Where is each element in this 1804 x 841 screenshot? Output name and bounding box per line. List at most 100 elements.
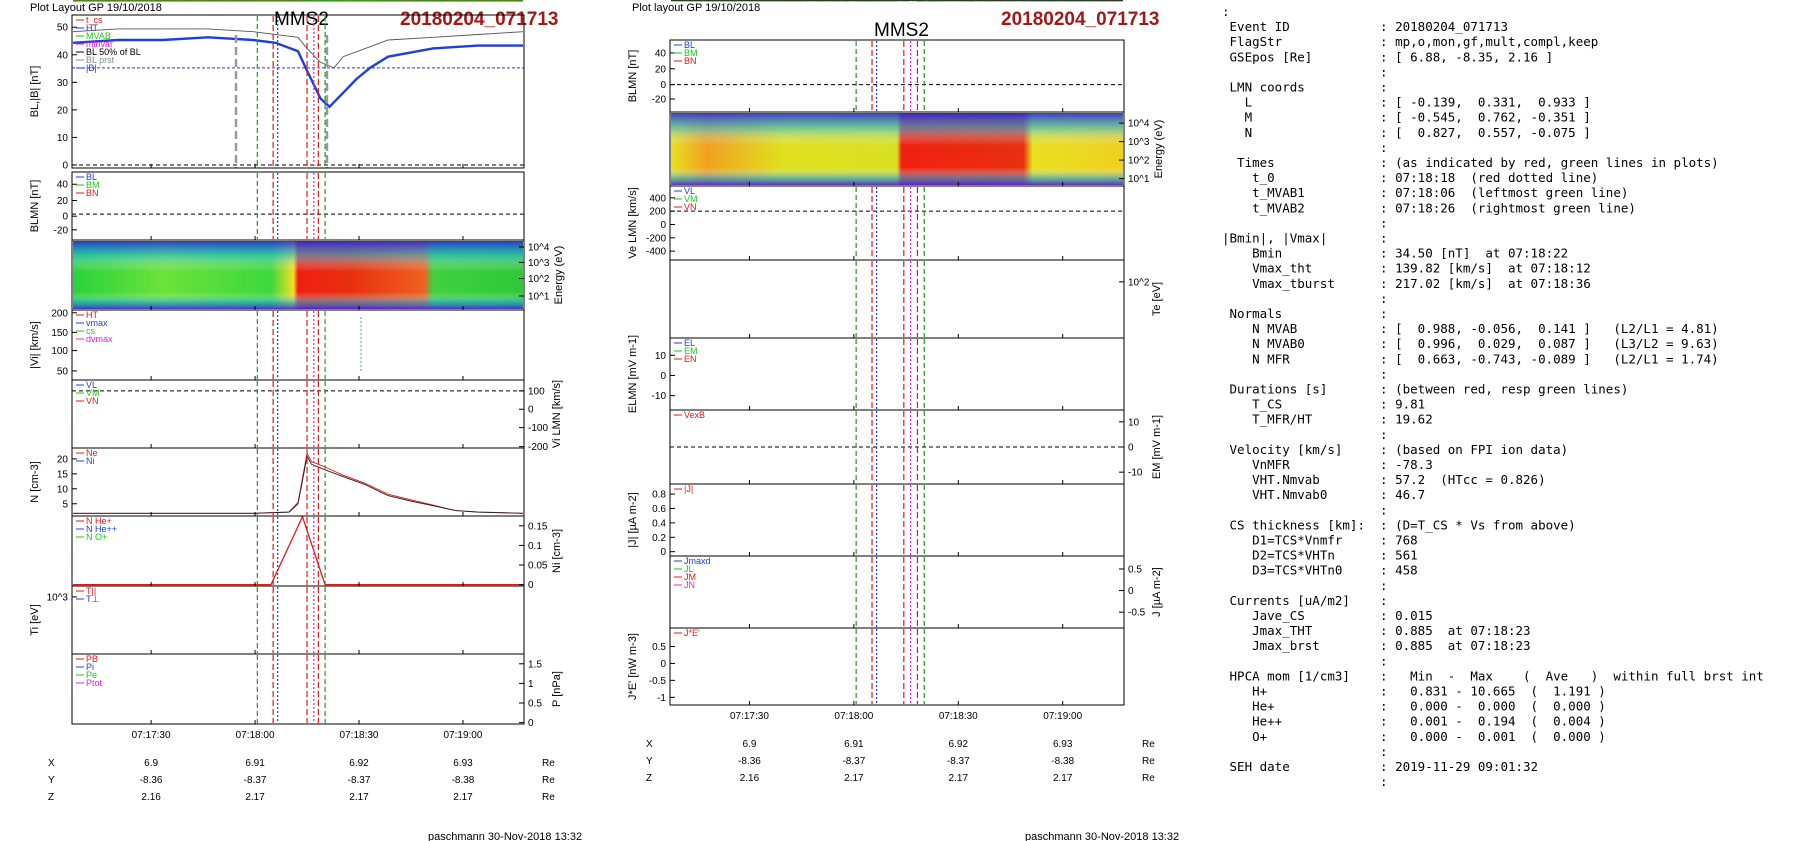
- legend-entry: BM: [684, 48, 698, 58]
- info-line: Velocity [km/s] : (based on FPI ion data…: [1222, 442, 1568, 457]
- panel-frame-M1: [669, 39, 1125, 113]
- ytick-label: 10^3: [1128, 137, 1150, 148]
- spectrogram-shade-L3: [73, 241, 523, 309]
- legend-entry: EL: [684, 338, 695, 348]
- ytick-label: 50: [57, 366, 69, 377]
- panel-frame-L5: [71, 379, 525, 449]
- pos-unit: Re: [1142, 773, 1155, 784]
- ytick-label: -1: [657, 693, 666, 704]
- ylabel-L2: BLMN [nT]: [29, 180, 41, 233]
- ytick-label: 10: [57, 484, 69, 495]
- ytick-label: 0: [528, 580, 534, 591]
- ytick-label: 0: [62, 160, 68, 171]
- ytick-label: 20: [57, 196, 69, 207]
- legend-entry: JM: [684, 572, 696, 582]
- legend-entry: vmax: [86, 318, 108, 328]
- ylabel-L1: BL,|B| [nT]: [29, 66, 41, 118]
- ytick-label: 0: [660, 80, 666, 91]
- info-line: :: [1222, 4, 1230, 19]
- info-line: VHT.Nmvab0 : 46.7: [1222, 487, 1425, 502]
- info-line: :: [1222, 653, 1388, 668]
- ytick-label: -200: [528, 442, 548, 453]
- panel-frame-L4: [71, 309, 525, 381]
- ylabel-L6: N [cm-3]: [29, 461, 41, 503]
- info-line: N MVAB0 : [ 0.996, 0.029, 0.087 ] (L3/L2…: [1222, 336, 1719, 351]
- pos-value: 6.93: [1053, 739, 1073, 750]
- time-tick-label: 07:18:00: [236, 730, 275, 741]
- ytick-label: 0: [1128, 586, 1134, 597]
- info-line: Currents [uA/m2] :: [1222, 593, 1388, 608]
- time-tick-label: 07:19:00: [444, 730, 483, 741]
- legend-entry: t_cs: [86, 15, 103, 25]
- legend-entry: PB: [86, 654, 98, 664]
- panel-frame-L1: [71, 14, 525, 169]
- ytick-label: 10: [655, 351, 667, 362]
- info-line: t_0 : 07:18:18 (red dotted line): [1222, 170, 1598, 185]
- info-line: |Bmin|, |Vmax| :: [1222, 231, 1388, 246]
- ytick-label: 0.05: [528, 561, 548, 572]
- ylabel-M1: BLMN [nT]: [627, 50, 639, 103]
- left-spacecraft-title: MMS2: [274, 9, 329, 30]
- ytick-label: 20: [57, 454, 69, 465]
- mid-layout-label: Plot layout GP 19/10/2018: [632, 2, 760, 14]
- series-BL: [72, 36, 523, 109]
- info-line: Jave_CS : 0.015: [1222, 608, 1433, 623]
- series-J: [671, 0, 1123, 2]
- pos-value: 6.92: [949, 739, 969, 750]
- time-tick-label: 07:17:30: [730, 711, 769, 722]
- info-line: :: [1222, 774, 1388, 789]
- legend-entry: Ne: [86, 448, 98, 458]
- info-line: :: [1222, 215, 1388, 230]
- ytick-label: 10^2: [1128, 156, 1150, 167]
- mid-footer: paschmann 30-Nov-2018 13:32: [1025, 831, 1179, 841]
- pos-value: 6.91: [245, 758, 265, 769]
- info-line: :: [1222, 427, 1388, 442]
- ytick-label: 0: [660, 547, 666, 558]
- info-line: N : [ 0.827, 0.557, -0.075 ]: [1222, 125, 1591, 140]
- info-line: HPCA mom [1/cm3] : Min - Max ( Ave ) wit…: [1222, 668, 1764, 683]
- ytick-label: -0.5: [649, 676, 667, 687]
- time-tick-label: 07:17:30: [132, 730, 171, 741]
- ytick-label: 20: [57, 105, 69, 116]
- series-He++: [73, 514, 523, 586]
- info-line: Jmax_THT : 0.885 at 07:18:23: [1222, 623, 1531, 638]
- ytick-label: 10^2: [1128, 277, 1150, 288]
- ytick-label: 1: [528, 679, 534, 690]
- info-line: :: [1222, 578, 1388, 593]
- pos-unit: Re: [1142, 739, 1155, 750]
- ytick-label: 10: [57, 133, 69, 144]
- info-line: VnMFR : -78.3: [1222, 457, 1433, 472]
- ytick-label: -200: [646, 233, 666, 244]
- ylabel-L9: P [nPa]: [551, 671, 563, 707]
- info-line: Times : (as indicated by red, green line…: [1222, 155, 1719, 170]
- info-line: Event ID : 20180204_071713: [1222, 19, 1508, 34]
- ytick-label: 20: [655, 64, 667, 75]
- ytick-label: 15: [57, 469, 69, 480]
- ytick-label: -10: [1128, 468, 1143, 479]
- time-tick-label: 07:18:00: [834, 711, 873, 722]
- legend-entry: |J|: [684, 484, 693, 494]
- pos-value: 6.9: [144, 758, 158, 769]
- ytick-label: 10^4: [528, 243, 550, 254]
- legend-entry: Ni: [86, 456, 95, 466]
- pos-unit: Re: [542, 758, 555, 769]
- info-line: D3=TCS*VHTn0 : 458: [1222, 563, 1418, 578]
- ylabel-M6: EM [mV m-1]: [1151, 415, 1163, 479]
- legend-entry: T||: [86, 586, 96, 596]
- pos-row-label: Y: [646, 756, 653, 767]
- info-line: Vmax_tburst : 217.02 [km/s] at 07:18:36: [1222, 276, 1591, 291]
- legend-entry: cs: [86, 326, 96, 336]
- ytick-label: -20: [652, 95, 667, 106]
- pos-value: -8.37: [842, 756, 865, 767]
- ytick-label: -0.5: [1128, 608, 1146, 619]
- pos-value: 6.93: [453, 758, 473, 769]
- pos-value: -8.38: [452, 775, 475, 786]
- legend-entry: BL: [86, 172, 97, 182]
- legend-entry: Pe: [86, 670, 97, 680]
- legend-entry: T⊥: [86, 594, 99, 604]
- info-line: SEH date : 2019-11-29 09:01:32: [1222, 759, 1538, 774]
- pos-value: 2.16: [141, 792, 161, 803]
- pos-row-label: Y: [48, 775, 55, 786]
- legend-entry: JL: [684, 564, 694, 574]
